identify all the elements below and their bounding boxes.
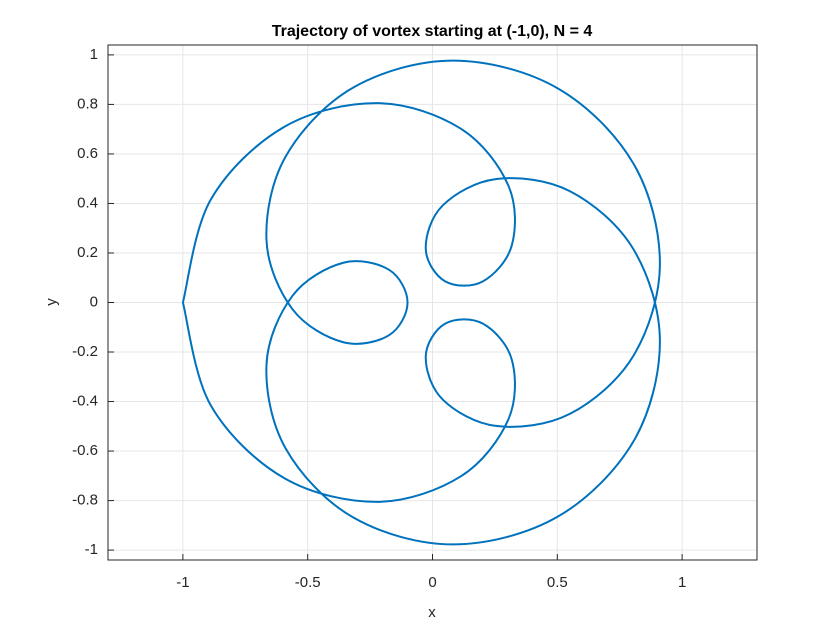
y-tick-label: -1 [85,541,98,558]
x-tick-label: 0.5 [547,574,568,591]
y-tick-label: 0.6 [77,145,98,162]
y-tick-label: 0.4 [77,194,98,211]
y-tick-label: -0.4 [72,393,98,410]
x-tick-label: 1 [678,574,686,591]
x-tick-label: -0.5 [295,574,321,591]
y-tick-label: -0.8 [72,492,98,509]
y-tick-label: -0.6 [72,442,98,459]
axes-box [107,44,758,561]
y-axis-label: y [43,298,60,306]
y-tick-label: -0.2 [72,343,98,360]
x-tick-label: 0 [428,574,436,591]
y-tick-label: 1 [90,46,98,63]
y-tick-label: 0.8 [77,95,98,112]
chart-title: Trajectory of vortex starting at (-1,0),… [272,23,593,40]
x-tick-label: -1 [176,574,189,591]
y-tick-label: 0.2 [77,244,98,261]
trajectory-line [181,59,661,546]
y-tick-label: 0 [90,293,98,310]
x-axis-label: x [428,604,436,621]
